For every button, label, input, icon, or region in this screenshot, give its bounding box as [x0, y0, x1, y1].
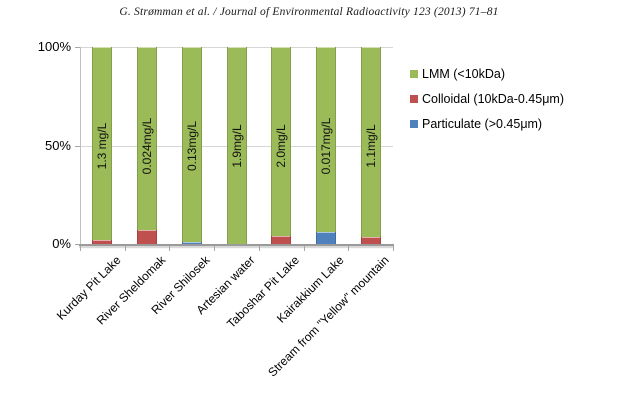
- bar: [360, 47, 381, 244]
- legend-item: Colloidal (10kDa-0.45μm): [410, 91, 564, 107]
- x-axis-tick: [80, 246, 81, 251]
- bar-segment: [315, 232, 336, 244]
- bar-segment: [92, 240, 113, 244]
- bar-segment: [92, 47, 113, 241]
- x-axis-tick: [303, 246, 305, 251]
- y-tick-label: 0%: [52, 236, 71, 251]
- bar: [226, 47, 247, 244]
- legend-label: Colloidal (10kDa-0.45μm): [422, 92, 564, 106]
- bar-segment: [360, 47, 381, 238]
- legend-swatch: [410, 70, 418, 78]
- journal-citation: G. Strømman et al. / Journal of Environm…: [119, 6, 499, 18]
- legend-label: LMM (<10kDa): [422, 67, 506, 81]
- y-axis-tick: [75, 244, 80, 245]
- bar-segment: [360, 237, 381, 244]
- x-axis-tick: [214, 246, 216, 251]
- bar: [271, 47, 292, 244]
- legend-item: Particulate (>0.45μm): [410, 116, 542, 132]
- bar-value-label: 1.9mg/L: [229, 123, 244, 168]
- bar-segment: [271, 47, 292, 237]
- bar-segment: [181, 47, 202, 243]
- bar: [92, 47, 113, 244]
- bar: [315, 47, 336, 244]
- y-axis-line: [80, 47, 81, 244]
- x-axis-tick: [393, 246, 394, 251]
- bar-value-label: 1.1mg/L: [363, 123, 378, 168]
- legend-item: LMM (<10kDa): [410, 66, 505, 82]
- bar-value-label: 2.0mg/L: [274, 123, 289, 168]
- bar-value-label: 0.024mg/L: [140, 117, 155, 174]
- bar-segment: [226, 47, 247, 244]
- y-axis-tick: [75, 47, 80, 48]
- bar-value-label: 0.017mg/L: [318, 117, 333, 174]
- bar-value-label: 0.13mg/L: [184, 120, 199, 171]
- legend-swatch: [410, 95, 418, 103]
- y-tick-label: 50%: [44, 137, 71, 153]
- bar-segment: [271, 236, 292, 244]
- bar: [137, 47, 158, 244]
- y-axis-tick: [75, 145, 80, 147]
- y-tick-label: 100%: [37, 39, 71, 54]
- x-axis-tick: [169, 246, 171, 251]
- legend-swatch: [410, 120, 418, 128]
- x-axis-tick: [124, 246, 126, 251]
- bar-segment: [181, 242, 202, 244]
- x-axis-line: [79, 244, 394, 246]
- bar-segment: [137, 47, 158, 231]
- bar-value-label: 1.3 mg/L: [95, 122, 110, 169]
- bar-segment: [137, 230, 158, 244]
- x-axis-tick: [258, 246, 260, 251]
- bar: [181, 47, 202, 244]
- x-axis-tick: [348, 246, 350, 251]
- bar-segment: [315, 47, 336, 233]
- legend-label: Particulate (>0.45μm): [422, 117, 543, 131]
